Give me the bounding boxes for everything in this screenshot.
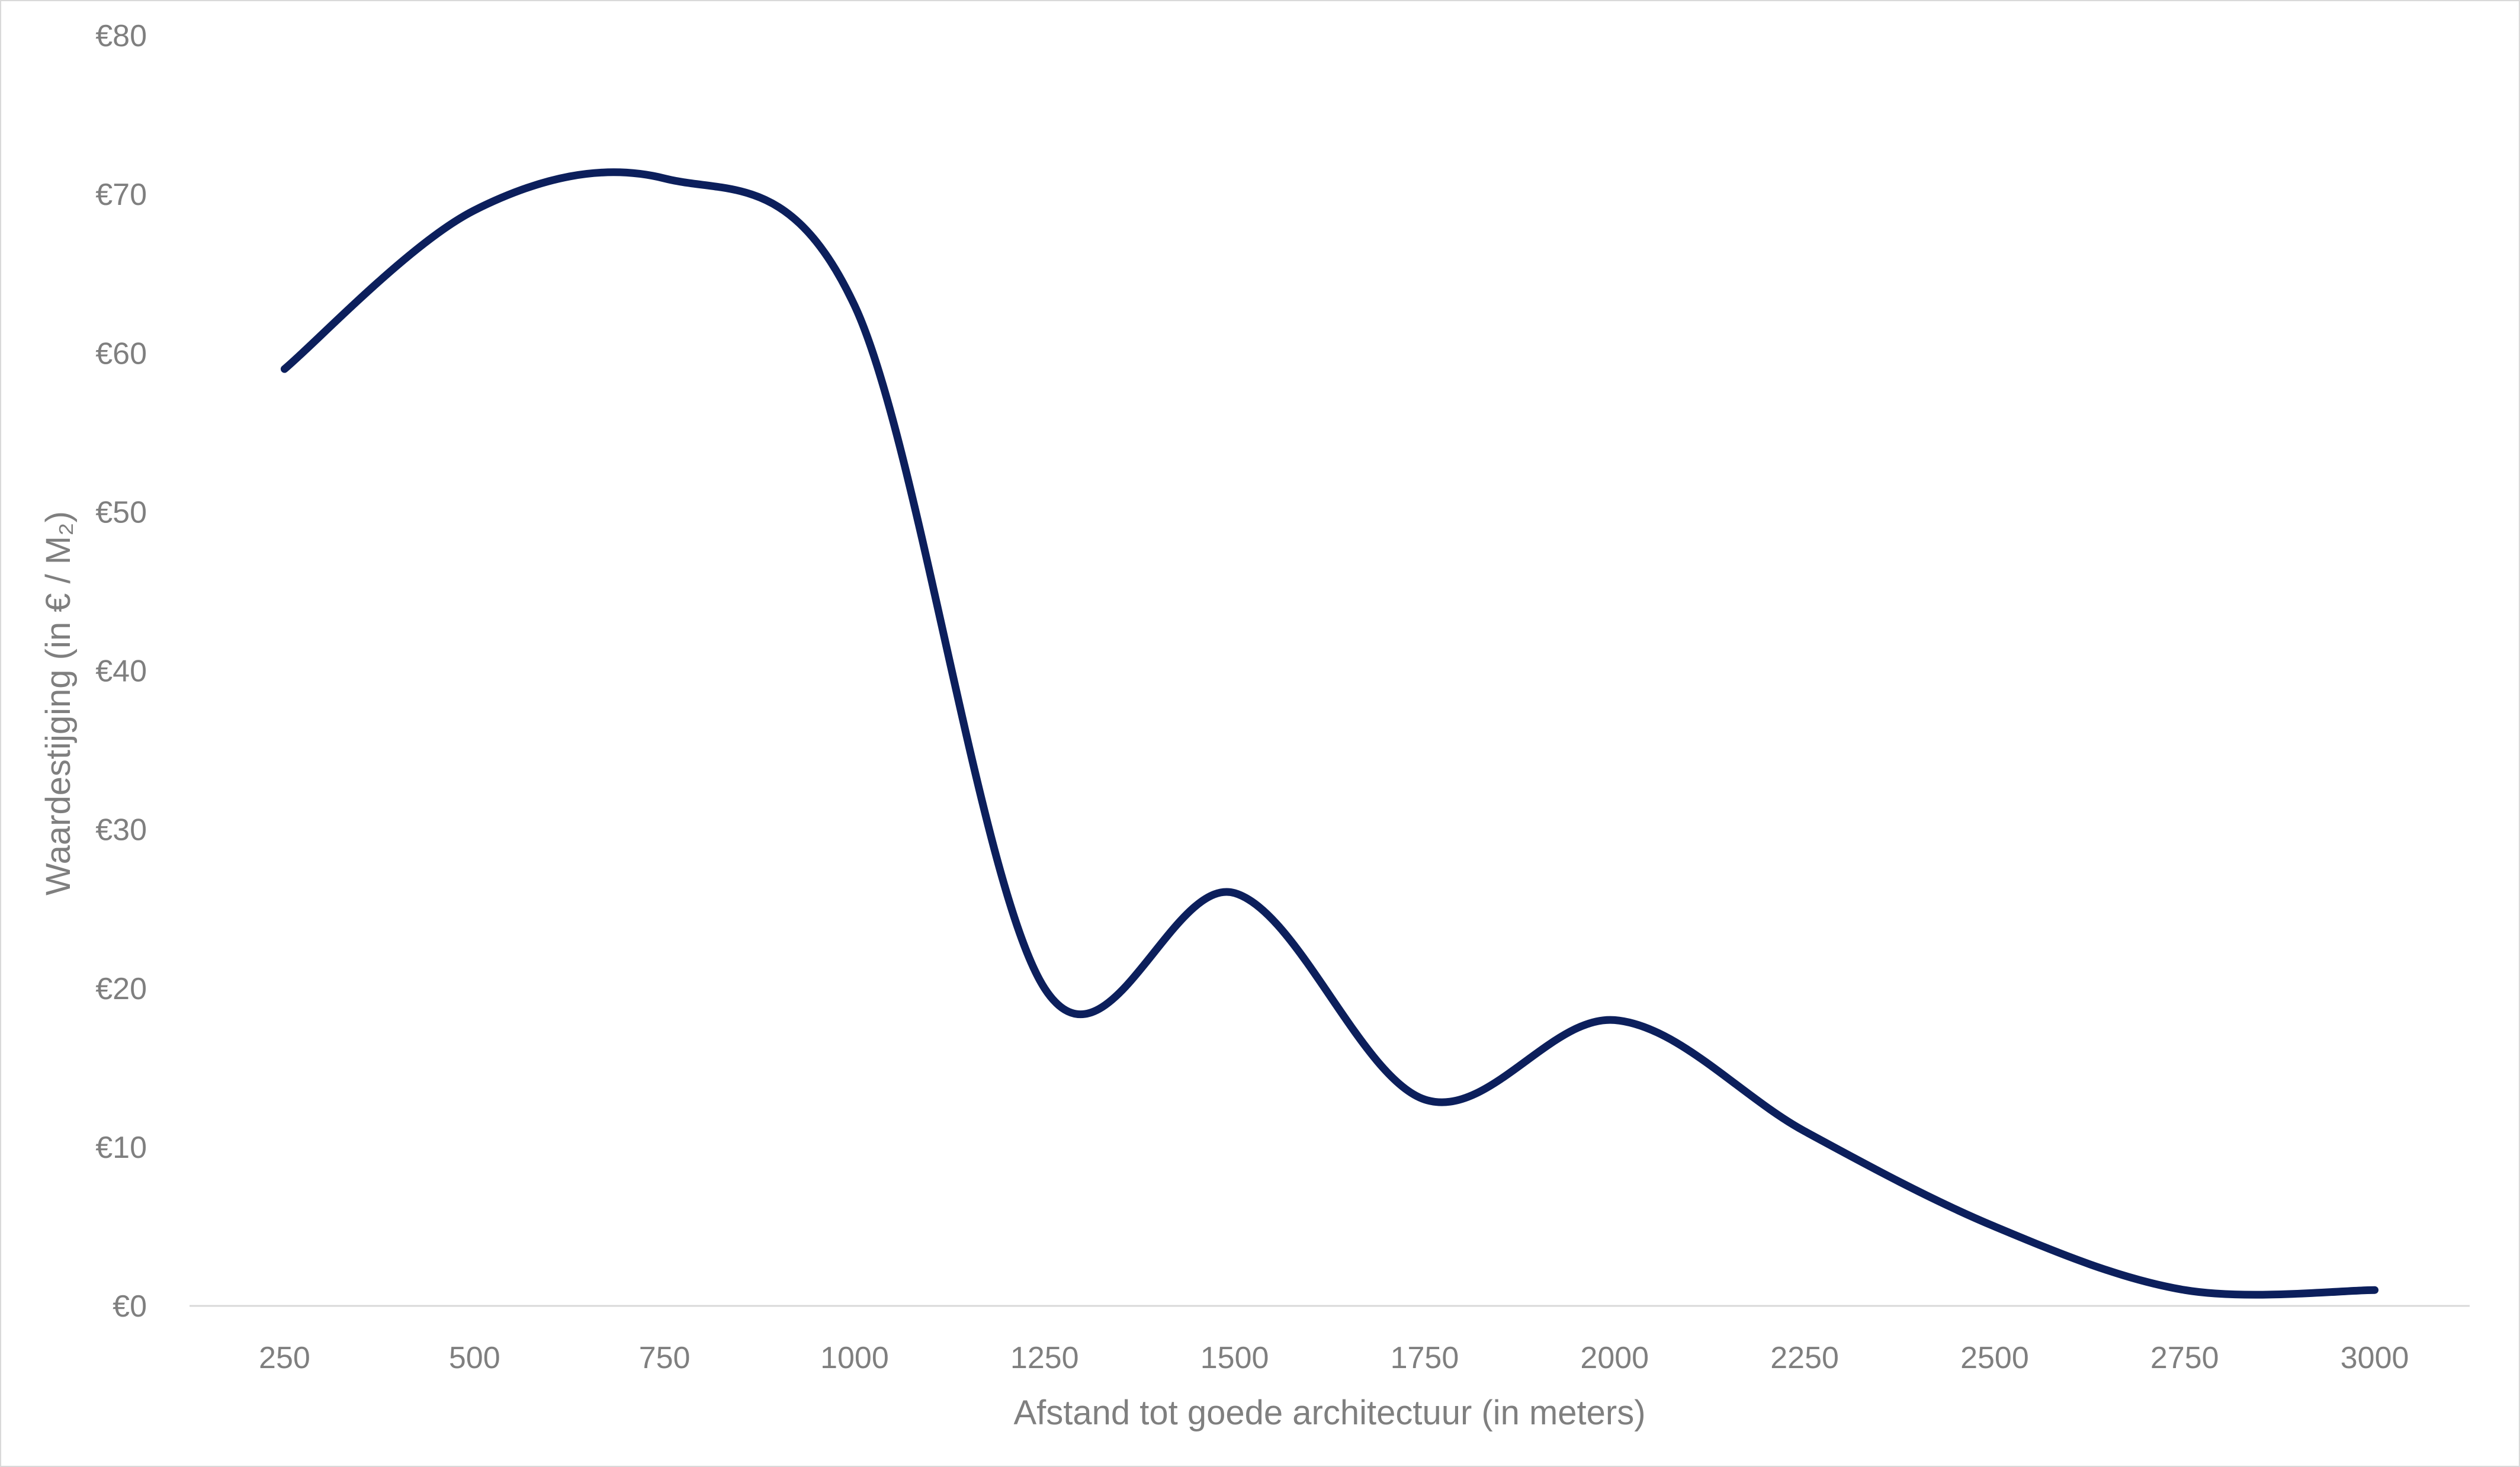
series-group (280, 168, 2379, 1299)
x-tick-label: 500 (449, 1341, 500, 1375)
y-tick-label: €70 (95, 178, 147, 212)
x-tick-label: 1500 (1200, 1341, 1269, 1375)
series-line (280, 168, 2379, 1299)
y-tick-label: €10 (95, 1131, 147, 1165)
y-tick-label: €30 (95, 813, 147, 848)
x-tick-label: 2500 (1960, 1341, 2029, 1375)
y-axis-ticks: €0 €10 €20 €30 €40 €50 €60 €70 €80 (95, 19, 147, 1324)
x-tick-label: 1000 (820, 1341, 889, 1375)
y-tick-label: €80 (95, 19, 147, 53)
y-axis-title: Waardestijging (in € / M₂) (39, 511, 78, 895)
x-tick-label: 2000 (1580, 1341, 1649, 1375)
x-axis-title: Afstand tot goede architectuur (in meter… (1013, 1394, 1645, 1432)
y-tick-label: €60 (95, 336, 147, 371)
x-tick-label: 2250 (1770, 1341, 1839, 1375)
y-tick-label: €20 (95, 972, 147, 1006)
y-tick-label: €0 (113, 1289, 147, 1324)
x-axis-ticks: 250 500 750 1000 1250 1500 1750 2000 2250 2500 275… (259, 1341, 2409, 1375)
y-tick-label: €50 (95, 495, 147, 529)
x-tick-label: 750 (639, 1341, 691, 1375)
x-tick-label: 1750 (1391, 1341, 1459, 1375)
x-tick-label: 1250 (1010, 1341, 1079, 1375)
x-tick-label: 2750 (2150, 1341, 2219, 1375)
y-tick-label: €40 (95, 654, 147, 689)
x-tick-label: 250 (259, 1341, 310, 1375)
x-tick-label: 3000 (2341, 1341, 2409, 1375)
